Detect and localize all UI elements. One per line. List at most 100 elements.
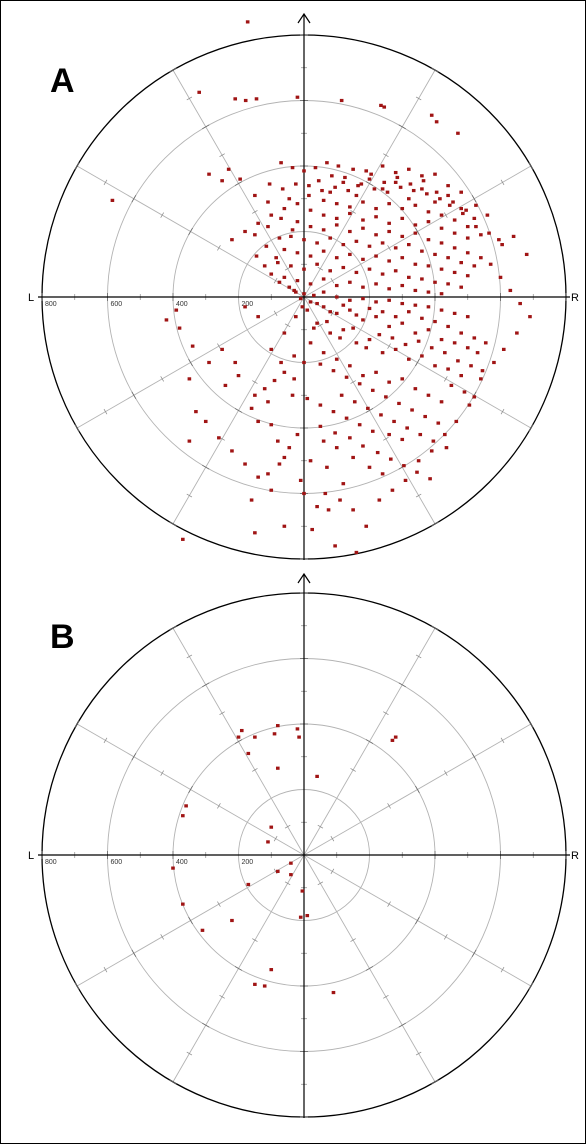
data-point xyxy=(348,229,352,234)
data-point xyxy=(334,283,339,288)
data-point xyxy=(236,735,241,739)
data-point xyxy=(459,374,463,378)
data-point xyxy=(262,264,267,268)
data-point xyxy=(307,193,311,198)
minor-tick xyxy=(219,995,225,999)
ring-tick xyxy=(398,1022,406,1028)
minor-tick xyxy=(252,938,258,942)
ring-tick xyxy=(202,124,210,130)
data-point xyxy=(452,341,457,345)
data-point xyxy=(390,488,395,492)
data-point xyxy=(321,290,326,294)
minor-tick xyxy=(444,212,448,218)
data-point xyxy=(253,531,257,535)
data-point xyxy=(243,98,248,103)
data-point xyxy=(501,347,506,351)
data-point xyxy=(266,200,270,204)
data-point xyxy=(508,288,513,293)
data-point xyxy=(312,326,316,330)
data-point xyxy=(518,301,522,306)
data-point xyxy=(479,256,483,260)
data-point xyxy=(338,498,342,502)
data-point xyxy=(302,267,306,271)
data-point xyxy=(331,369,336,373)
data-point xyxy=(374,233,378,237)
data-point xyxy=(277,280,282,284)
minor-tick xyxy=(103,408,108,415)
data-point xyxy=(230,449,234,453)
data-points xyxy=(110,20,532,555)
data-point xyxy=(321,249,326,253)
left-label: L xyxy=(28,292,34,304)
data-point xyxy=(336,164,341,168)
data-point xyxy=(333,185,337,189)
data-point xyxy=(446,282,450,286)
minor-tick xyxy=(350,380,356,384)
data-point xyxy=(434,190,439,194)
data-point xyxy=(434,120,439,124)
ring-tick xyxy=(188,785,193,794)
data-point xyxy=(334,223,339,227)
data-point xyxy=(465,315,470,319)
minor-tick xyxy=(252,768,258,772)
data-point xyxy=(485,213,490,217)
minor-tick xyxy=(500,408,505,415)
data-point xyxy=(452,311,457,315)
data-point xyxy=(171,866,175,870)
minor-tick xyxy=(219,711,225,715)
data-point xyxy=(348,364,352,368)
data-point xyxy=(276,261,280,265)
data-point xyxy=(246,751,251,756)
data-point xyxy=(367,306,372,311)
data-point xyxy=(469,364,473,368)
data-point xyxy=(315,774,319,778)
data-point xyxy=(351,508,355,512)
minor-tick xyxy=(387,245,391,251)
data-point xyxy=(276,439,280,443)
data-point xyxy=(367,244,372,248)
data-point xyxy=(302,238,306,242)
data-point xyxy=(382,105,387,109)
data-point xyxy=(393,170,398,175)
data-point xyxy=(253,735,257,739)
data-point xyxy=(315,505,319,509)
data-point xyxy=(400,321,405,325)
data-point xyxy=(184,804,188,808)
minor-tick xyxy=(186,1051,193,1056)
data-point xyxy=(197,90,201,94)
ring-tick xyxy=(74,982,80,990)
data-point xyxy=(487,231,491,235)
data-point xyxy=(254,97,259,101)
data-point xyxy=(356,184,360,188)
axis-tick-label-800: 800 xyxy=(45,859,57,866)
minor-tick xyxy=(350,768,356,772)
data-point xyxy=(346,188,351,193)
data-point xyxy=(483,341,488,345)
minor-tick xyxy=(284,824,291,829)
data-point xyxy=(361,444,365,448)
data-point xyxy=(316,179,321,183)
data-point xyxy=(426,220,431,224)
data-point xyxy=(380,310,385,314)
data-point xyxy=(302,292,306,296)
panel-label: B xyxy=(50,618,75,656)
ring-tick xyxy=(169,521,177,527)
data-point xyxy=(295,220,300,224)
data-point xyxy=(374,206,378,211)
data-point xyxy=(459,331,463,335)
data-point xyxy=(110,198,115,202)
data-point xyxy=(413,203,418,207)
data-point xyxy=(339,393,344,397)
data-point xyxy=(443,351,447,355)
ring-tick xyxy=(234,739,243,744)
data-point xyxy=(416,459,421,463)
data-point xyxy=(413,223,418,227)
data-point xyxy=(266,400,270,404)
data-point xyxy=(459,206,463,211)
data-point xyxy=(456,359,460,363)
ring-tick xyxy=(202,1022,210,1028)
data-point xyxy=(456,131,460,135)
data-point xyxy=(292,377,296,381)
data-point xyxy=(328,236,332,240)
data-point xyxy=(420,316,424,320)
